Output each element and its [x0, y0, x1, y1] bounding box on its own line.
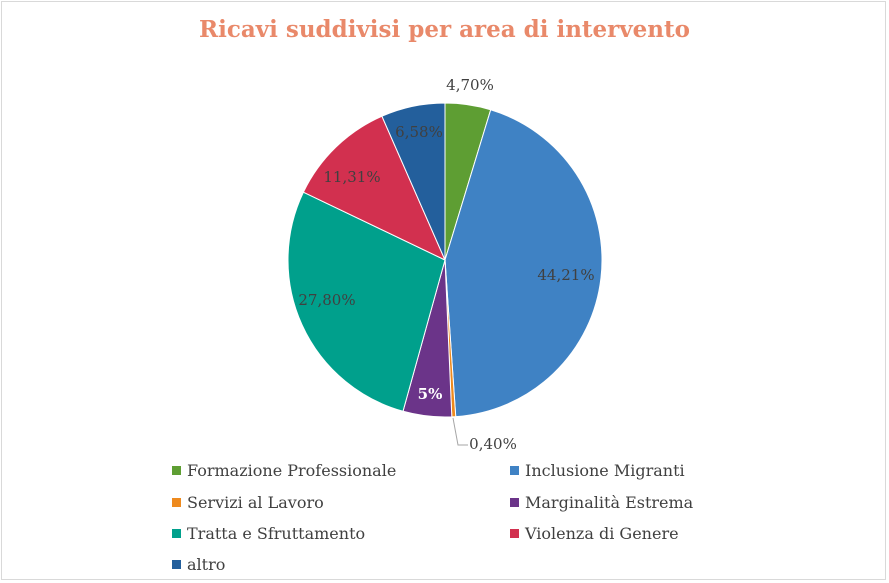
legend-swatch	[510, 497, 519, 507]
pie-slice-violenza-di-genere	[302, 115, 446, 262]
legend-swatch	[510, 528, 519, 538]
legend-item: altro	[172, 554, 225, 574]
chart-title: Ricavi suddivisi per area di intervento	[199, 16, 690, 43]
legend-swatch	[172, 559, 181, 569]
data-label: 4,70%	[446, 76, 494, 94]
pie-slice-altro	[381, 102, 446, 261]
legend-label: Marginalità Estrema	[525, 492, 694, 512]
leader-line	[452, 417, 468, 446]
legend-label: Inclusione Migranti	[525, 460, 685, 480]
legend-label: altro	[187, 554, 226, 574]
legend-item: Violenza di Genere	[510, 523, 679, 543]
legend-label: Servizi al Lavoro	[187, 492, 324, 512]
data-label: 11,31%	[323, 168, 380, 186]
pie-slice-inclusione-migranti	[444, 109, 603, 418]
legend-item: Tratta e Sfruttamento	[172, 523, 365, 543]
legend-item: Inclusione Migranti	[510, 460, 685, 480]
legend-swatch	[172, 465, 181, 475]
legend-item: Formazione Professionale	[172, 460, 396, 480]
legend-label: Violenza di Genere	[525, 523, 679, 543]
data-label: 5%	[418, 385, 443, 403]
data-label: 0,40%	[469, 435, 517, 453]
data-label: 27,80%	[298, 291, 355, 309]
legend-swatch	[510, 465, 519, 475]
data-label: 6,58%	[395, 123, 443, 141]
legend-label: Tratta e Sfruttamento	[187, 523, 366, 543]
legend-item: Servizi al Lavoro	[172, 492, 324, 512]
legend-swatch	[172, 497, 181, 507]
legend-item: Marginalità Estrema	[510, 492, 693, 512]
legend-label: Formazione Professionale	[187, 460, 397, 480]
pie-slice-tratta-e-sfruttamento	[287, 191, 446, 412]
legend-swatch	[172, 528, 181, 538]
data-label: 44,21%	[537, 266, 594, 284]
